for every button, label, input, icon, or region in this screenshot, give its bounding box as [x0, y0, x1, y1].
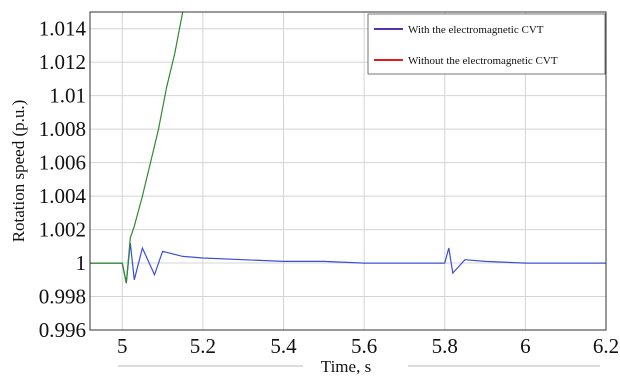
x-axis-label: Time, s — [321, 357, 371, 376]
y-tick-label: 1.004 — [39, 184, 87, 208]
legend-label-without-cvt: Without the electromagnetic CVT — [408, 55, 558, 67]
x-tick-label: 5.2 — [190, 334, 216, 358]
y-tick-label: 1.008 — [39, 117, 86, 141]
series-line-0 — [90, 242, 606, 284]
x-tick-label: 6.2 — [593, 334, 619, 358]
y-tick-label: 1.01 — [49, 84, 86, 108]
legend: With the electromagnetic CVT Without the… — [367, 13, 606, 75]
plot-frame — [89, 11, 607, 331]
y-tick-label: 0.998 — [39, 285, 86, 309]
y-tick-label: 0.996 — [39, 318, 86, 342]
x-tick-label: 5.4 — [270, 334, 297, 358]
x-tick-label: 6 — [520, 334, 531, 358]
y-tick-label: 1.014 — [39, 17, 87, 41]
series-line-1 — [90, 11, 184, 284]
y-tick-label: 1.006 — [39, 151, 86, 175]
legend-box — [367, 13, 606, 75]
series-layer — [90, 11, 606, 284]
x-tick-label: 5.6 — [351, 334, 377, 358]
y-tick-label: 1.012 — [39, 50, 86, 74]
y-axis-label: Rotation speed (p.u.) — [9, 100, 28, 243]
legend-label-with-cvt: With the electromagnetic CVT — [408, 24, 544, 36]
y-tick-label: 1 — [76, 251, 87, 275]
x-tick-label: 5 — [117, 334, 128, 358]
x-tick-label: 5.8 — [432, 334, 458, 358]
ticks: 5 5.2 5.4 5.6 5.8 6 6.2 0.996 0.998 1 1.002 1.004 1.… — [39, 17, 619, 358]
y-tick-label: 1.002 — [39, 218, 86, 242]
